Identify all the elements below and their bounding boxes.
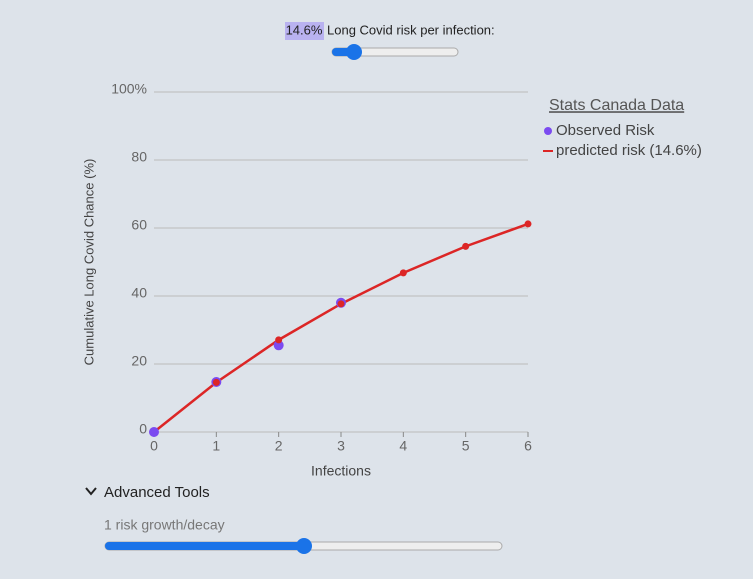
y-tick-label: 0 xyxy=(139,421,147,437)
value-highlight xyxy=(285,22,324,40)
risk-slider-thumb[interactable] xyxy=(346,44,362,60)
x-tick-label: 1 xyxy=(212,438,220,454)
x-tick-label: 5 xyxy=(462,438,470,454)
x-tick-label: 6 xyxy=(524,438,532,454)
predicted-point xyxy=(462,242,470,250)
chevron[interactable] xyxy=(85,487,97,496)
x-tick-label: 3 xyxy=(337,438,345,454)
y-tick-label: 60 xyxy=(131,217,147,233)
legend-title: Stats Canada Data xyxy=(549,97,684,114)
predicted-line xyxy=(153,222,529,433)
y-axis-label: Cumulative Long Covid Chance (%) xyxy=(81,159,96,366)
growth-label: 1 risk growth/decay xyxy=(104,517,225,533)
predicted-point xyxy=(275,336,283,344)
risk-label: Long Covid risk per infection: xyxy=(327,22,495,37)
x-axis-label: Infections xyxy=(311,463,371,479)
advanced-toggle[interactable]: Advanced Tools xyxy=(104,484,210,501)
y-tick-label: 100% xyxy=(111,81,147,97)
predicted-point xyxy=(524,220,532,228)
risk-value: 14.6% xyxy=(286,22,323,37)
growth-slider-fill xyxy=(105,542,304,550)
growth-slider-thumb[interactable] xyxy=(296,538,312,554)
y-tick-label: 20 xyxy=(131,353,147,369)
x-tick-label: 2 xyxy=(275,438,283,454)
legend-marker xyxy=(544,127,552,135)
y-tick-label: 40 xyxy=(131,285,147,301)
predicted-point xyxy=(337,300,345,308)
observed-point xyxy=(273,340,284,351)
x-tick-label: 4 xyxy=(399,438,407,454)
legend-label: Observed Risk xyxy=(556,122,655,139)
predicted-point xyxy=(212,378,220,386)
observed-point xyxy=(149,427,159,437)
x-tick-label: 0 xyxy=(150,438,158,454)
legend-label: predicted risk (14.6%) xyxy=(556,142,702,159)
y-tick-label: 80 xyxy=(131,149,147,165)
predicted-point xyxy=(399,269,407,277)
